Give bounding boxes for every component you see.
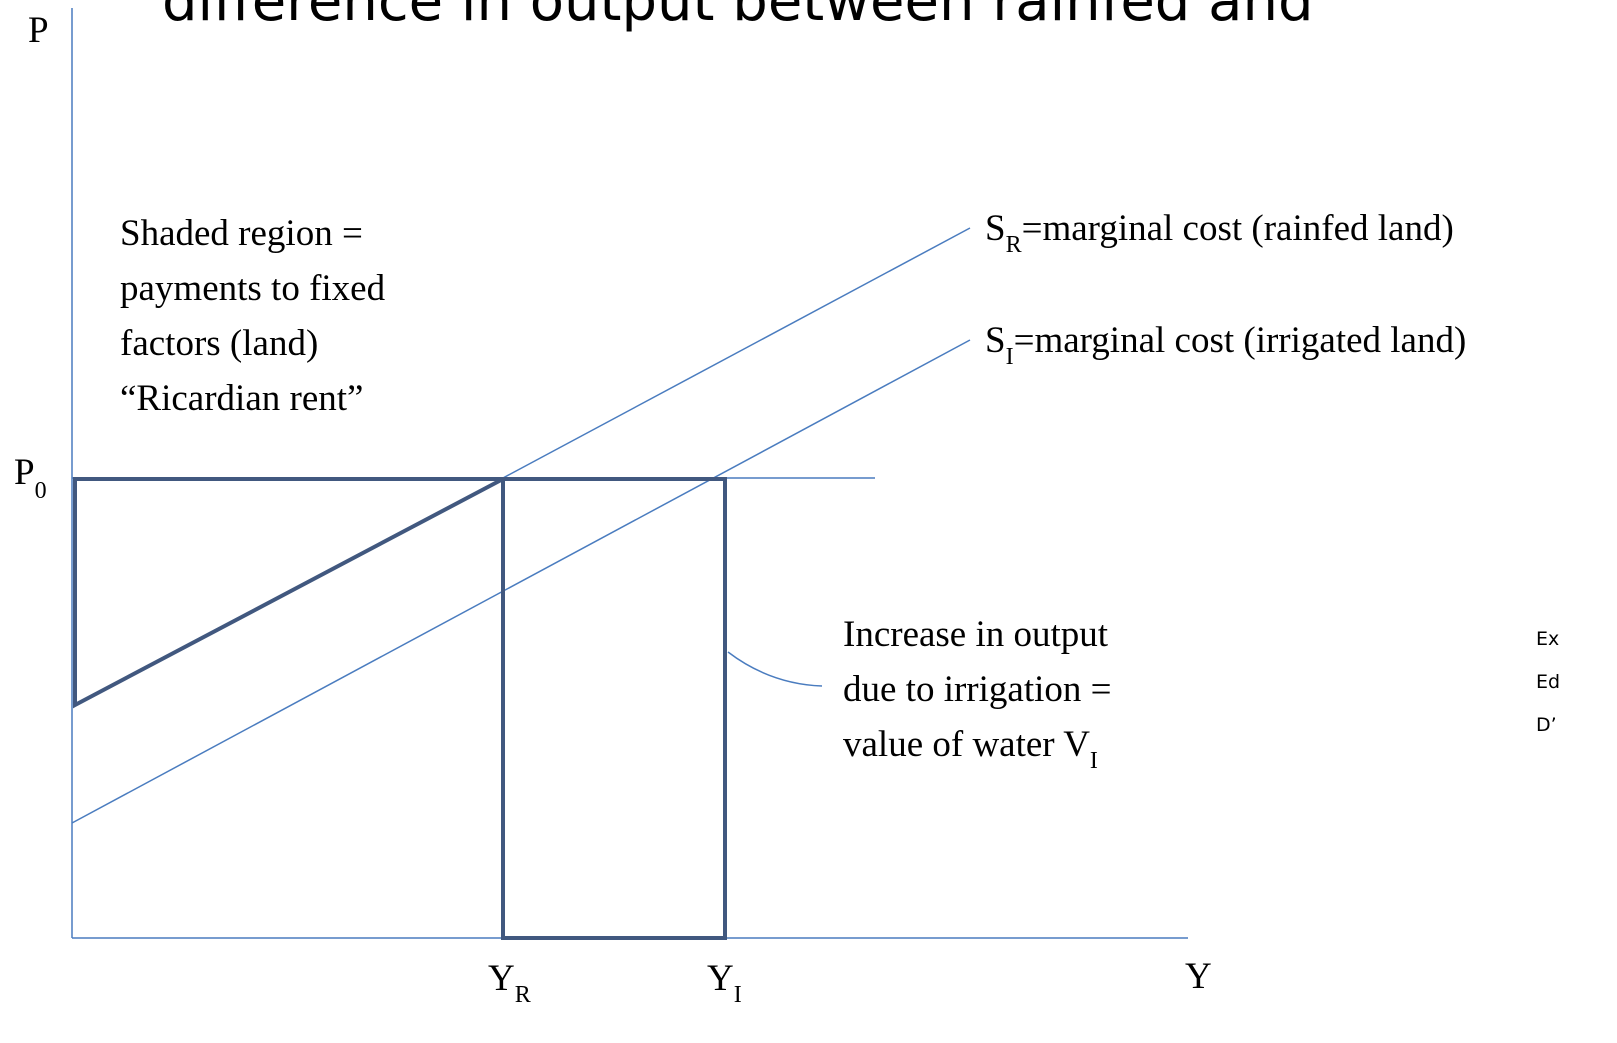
symbol: S [985, 208, 1006, 249]
x-axis-label: Y [1185, 956, 1212, 997]
note-line: due to irrigation = [843, 669, 1112, 710]
text: value of water V [843, 724, 1090, 765]
note-line: Shaded region = [120, 213, 363, 254]
title: difference in output between rainfed and [162, 0, 1314, 34]
text: =marginal cost (rainfed land) [1022, 208, 1454, 249]
symbol: P [14, 452, 35, 493]
note-line: value of water VI [843, 724, 1098, 774]
subscript: R [515, 982, 531, 1008]
supply-rainfed [502, 227, 971, 479]
curve-label: SR=marginal cost (rainfed land) [985, 208, 1454, 258]
output-rectangle [501, 477, 727, 940]
price-label: P0 [14, 452, 47, 504]
note-line: factors (land) [120, 323, 318, 364]
note-line: Increase in output [843, 614, 1109, 655]
subscript: I [1006, 344, 1014, 370]
subscript: 0 [35, 478, 47, 504]
symbol: Y [488, 958, 515, 999]
symbol: Y [707, 958, 734, 999]
symbol: S [985, 320, 1006, 361]
side-note: Ed [1536, 671, 1560, 693]
note-line: “Ricardian rent” [120, 378, 363, 419]
side-note: D’ [1536, 714, 1557, 736]
side-note: Ex [1536, 628, 1559, 650]
note-line: payments to fixed [120, 268, 386, 309]
subscript: I [734, 982, 742, 1008]
text: =marginal cost (irrigated land) [1014, 320, 1467, 361]
callout [727, 651, 823, 687]
curve-label: SI=marginal cost (irrigated land) [985, 320, 1466, 370]
rent-triangle [73, 477, 504, 709]
subscript: R [1006, 232, 1022, 258]
supply-irrigated [71, 339, 971, 824]
subscript: I [1090, 748, 1098, 774]
quantity-label: YI [707, 958, 742, 1008]
quantity-label: YR [488, 958, 531, 1008]
y-axis-label: P [28, 10, 49, 51]
